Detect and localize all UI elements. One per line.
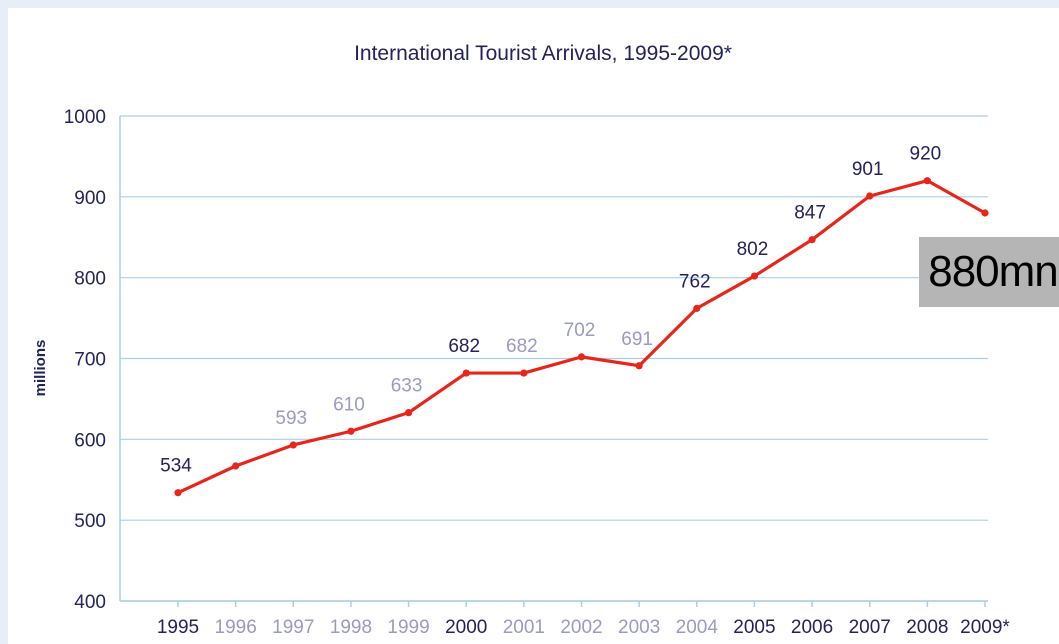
x-tick-label: 2006 xyxy=(791,617,833,638)
data-point xyxy=(347,427,355,435)
data-label: 920 xyxy=(910,144,942,165)
data-point xyxy=(866,192,874,200)
data-point xyxy=(635,362,643,370)
data-point xyxy=(750,272,759,280)
line-chart: International Tourist Arrivals, 1995-200… xyxy=(32,42,1010,638)
data-point xyxy=(693,304,701,312)
x-tick-label: 2007 xyxy=(849,617,891,638)
data-label: 682 xyxy=(448,336,480,357)
y-tick-label: 1000 xyxy=(64,107,106,128)
y-tick-label: 600 xyxy=(74,430,106,451)
x-tick-label: 2000 xyxy=(445,617,487,638)
data-label: 633 xyxy=(391,376,423,397)
data-point xyxy=(289,441,297,449)
data-label: 802 xyxy=(737,239,769,260)
x-tick-label: 2008 xyxy=(906,617,948,638)
y-tick-label: 400 xyxy=(74,592,106,613)
data-label: 762 xyxy=(679,271,711,292)
x-tick-label: 2002 xyxy=(560,617,602,638)
data-point xyxy=(981,209,989,217)
data-point xyxy=(923,177,931,185)
x-tick-label: 2009* xyxy=(960,617,1010,638)
data-point xyxy=(577,353,586,361)
data-labels: 534 593 610 633 682 682 702 691 762 802 847 901 920 xyxy=(160,144,941,477)
y-axis-label: millions xyxy=(32,340,49,397)
data-label: 534 xyxy=(160,456,192,477)
data-label: 901 xyxy=(852,159,884,180)
x-tick-label: 2004 xyxy=(676,617,719,638)
series-line-group xyxy=(174,177,989,497)
y-axis-ticks: 400 500 600 700 800 900 1000 xyxy=(64,107,106,613)
y-tick-label: 700 xyxy=(74,350,106,371)
y-tick-label: 900 xyxy=(74,188,106,209)
gridlines xyxy=(119,115,988,602)
data-label: 682 xyxy=(506,336,538,357)
data-label: 702 xyxy=(564,320,596,341)
data-point xyxy=(404,409,413,417)
x-tick-label: 2001 xyxy=(503,617,545,638)
data-point xyxy=(462,369,470,377)
data-label: 847 xyxy=(794,203,826,224)
x-tick-label: 1997 xyxy=(272,617,314,638)
x-tick-label: 1996 xyxy=(215,617,257,638)
data-label: 593 xyxy=(275,408,307,429)
x-tick-label: 2005 xyxy=(733,617,775,638)
data-point xyxy=(808,236,816,244)
data-label: 610 xyxy=(333,394,365,415)
chart-title: International Tourist Arrivals, 1995-200… xyxy=(354,42,732,65)
x-tick-label: 2003 xyxy=(618,617,660,638)
x-tick-label: 1998 xyxy=(330,617,372,638)
x-tick-label: 1995 xyxy=(157,617,199,638)
y-tick-label: 500 xyxy=(74,511,106,532)
data-point xyxy=(174,489,182,497)
x-tick-label: 1999 xyxy=(387,617,429,638)
annotation-callout: 880mn xyxy=(919,237,1059,307)
y-tick-label: 800 xyxy=(74,269,106,290)
data-point xyxy=(520,369,528,377)
data-point xyxy=(232,462,240,470)
data-label: 691 xyxy=(621,329,653,350)
chart-frame: International Tourist Arrivals, 1995-200… xyxy=(8,8,1059,644)
x-axis-ticks: 1995 1996 1997 1998 1999 2000 2001 2002 2003 2004… xyxy=(157,601,1010,638)
